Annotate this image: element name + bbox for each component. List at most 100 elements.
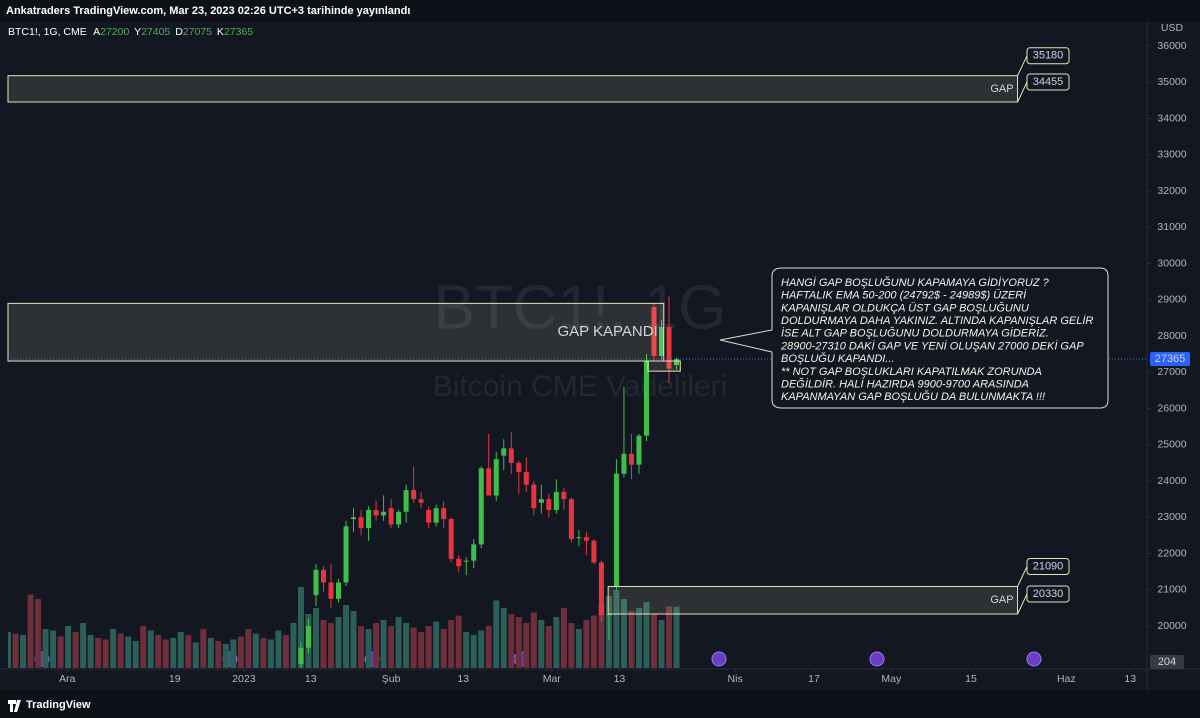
candle-body — [508, 448, 514, 463]
volume-bar — [192, 642, 199, 668]
volume-bar — [65, 626, 72, 668]
x-tick-label: Nis — [728, 673, 743, 685]
candle-body — [320, 569, 326, 583]
symbol: BTC1!, 1G, CME — [8, 26, 87, 38]
volume-bar — [12, 633, 19, 668]
candle-body — [501, 448, 507, 456]
legend: BTC1!, 1G, CME A27200 Y27405 D27075 K273… — [8, 26, 253, 38]
volume-bar — [237, 636, 244, 668]
event-marker[interactable] — [711, 651, 727, 667]
volume-bar — [20, 635, 27, 668]
candle-body — [381, 511, 387, 516]
volume-bar — [635, 608, 642, 668]
volume-bar — [575, 629, 582, 668]
candle-body — [298, 647, 304, 665]
volume-bar — [42, 629, 49, 668]
volume-bar — [222, 644, 229, 668]
watermark-name: Bitcoin CME Vadelileri — [433, 370, 728, 403]
ohlc-value: 27075 — [183, 26, 212, 38]
header-text: Ankatraders TradingView.com, Mar 23, 202… — [6, 5, 410, 17]
volume-bar — [568, 623, 575, 668]
volume-bar — [560, 608, 567, 668]
volume-bar — [538, 620, 545, 668]
gap-zone — [7, 302, 665, 362]
ohlc-label: K — [217, 26, 224, 38]
volume-bar — [358, 626, 365, 668]
y-tick-label: 23000 — [1157, 511, 1186, 523]
callout-pointer — [1017, 55, 1028, 76]
candle-body — [568, 499, 574, 539]
volume-bar — [35, 599, 42, 668]
footer-text: TradingView — [26, 699, 91, 711]
ohlc-label: Y — [134, 26, 141, 38]
x-tick-label: 13 — [457, 673, 469, 685]
event-marker[interactable] — [1026, 651, 1042, 667]
volume-bar — [440, 629, 447, 668]
candle-body — [643, 361, 649, 436]
callout-label: 34455 — [1033, 76, 1064, 88]
ohlc-value: 27200 — [100, 26, 129, 38]
ohlc-value: 27405 — [141, 26, 170, 38]
volume-bar — [628, 611, 635, 668]
candle-body — [366, 509, 372, 529]
volume-bar — [290, 623, 297, 668]
volume-bar — [162, 639, 169, 668]
y-tick-label: 30000 — [1157, 257, 1186, 269]
x-tick-label: Haz — [1057, 673, 1076, 685]
volume-bar — [27, 594, 34, 668]
volume-bar — [433, 621, 440, 668]
volume-bar — [666, 606, 673, 668]
volume-bar — [485, 626, 492, 668]
x-tick-label: Şub — [382, 673, 401, 685]
volume-bar — [508, 614, 515, 668]
y-tick-label: 31000 — [1157, 221, 1186, 233]
last-price-bg — [1150, 352, 1190, 367]
note-line: ** NOT GAP BOŞLUKLARI KAPATILMAK ZORUNDA — [781, 366, 1042, 378]
y-tick-label: 22000 — [1157, 547, 1186, 559]
volume-bar — [260, 638, 267, 668]
candle-body — [396, 511, 402, 525]
volume-bar — [200, 629, 207, 668]
candle-body — [328, 582, 334, 599]
volume-bar — [312, 608, 319, 668]
volume-bar — [500, 608, 507, 668]
volume-bar — [177, 632, 184, 668]
candle-body — [486, 468, 492, 496]
candle-body — [373, 509, 379, 516]
candle-body — [418, 499, 424, 503]
candle-body — [561, 491, 567, 500]
volume-bar — [583, 620, 590, 668]
volume-bar — [590, 615, 597, 668]
candle-body — [583, 537, 589, 541]
x-tick-label: 13 — [614, 673, 626, 685]
candle-body — [358, 517, 364, 529]
volume-bar — [545, 626, 552, 668]
volume-bar — [87, 635, 94, 668]
callout-pointer — [1017, 593, 1028, 615]
volume-bar — [140, 626, 147, 668]
volume-bar — [530, 612, 537, 668]
note-line: DOLDURMAYA DAHA YAKINIZ. ALTINDA KAPANIŞ… — [781, 315, 1093, 327]
candle-body — [493, 459, 499, 496]
volume-bar — [598, 605, 605, 668]
last-price-label: 27365 — [1155, 353, 1186, 365]
note-line: KAPANMAYAN GAP BOŞLUĞU DA BULUNMAKTA !!! — [781, 390, 1045, 403]
x-tick-label: 2023 — [232, 673, 256, 685]
candle-body — [576, 537, 582, 539]
candle-body — [598, 562, 604, 616]
y-tick-label: 28000 — [1157, 330, 1186, 342]
volume-bar — [470, 635, 477, 668]
candle-body — [674, 359, 680, 365]
volume-bar — [395, 617, 402, 668]
callout-box — [1026, 73, 1070, 91]
callout-pointer — [1017, 81, 1028, 103]
y-tick-label: 27000 — [1157, 366, 1186, 378]
volume-bar — [8, 632, 11, 668]
candle-body — [538, 499, 544, 503]
event-marker[interactable] — [869, 651, 885, 667]
candle-body — [478, 468, 484, 545]
volume-bar — [650, 614, 657, 668]
candle-body — [463, 560, 469, 562]
candle-body — [553, 491, 559, 510]
candle-body — [305, 625, 311, 648]
